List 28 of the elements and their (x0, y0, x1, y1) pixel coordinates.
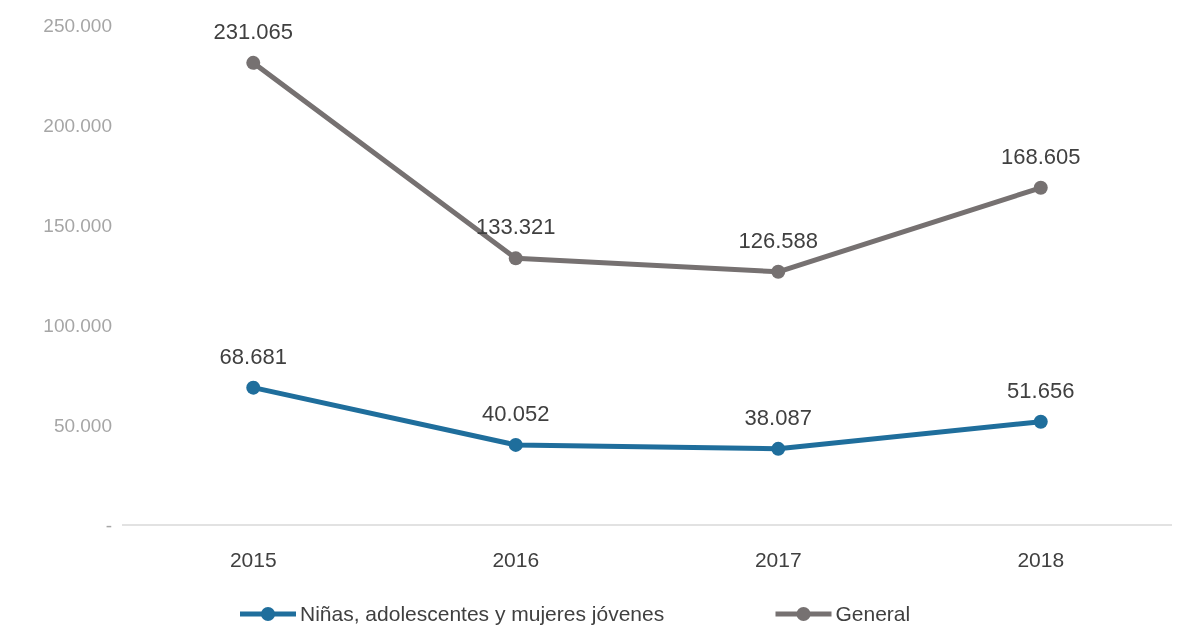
legend-label: Niñas, adolescentes y mujeres jóvenes (300, 602, 665, 626)
legend-label: General (835, 602, 911, 626)
y-tick-label: 200.000 (43, 114, 112, 136)
data-label: 231.065 (213, 18, 294, 44)
point (246, 55, 261, 70)
data-label: 40.052 (482, 400, 550, 426)
data-label: 68.681 (219, 343, 287, 369)
x-tick-label: 2016 (492, 548, 540, 571)
y-tick-label: 100.000 (43, 314, 112, 336)
x-tick-label: 2018 (1017, 548, 1065, 571)
x-tick-label: 2017 (754, 548, 802, 571)
y-tick-label: 250.000 (43, 14, 112, 36)
point (508, 437, 523, 452)
y-tick-label: 50.000 (53, 414, 112, 436)
point (771, 264, 786, 279)
point (1033, 414, 1048, 429)
y-tick-label: 150.000 (43, 214, 112, 236)
data-label: 133.321 (475, 214, 556, 240)
y-tick-label: - (105, 514, 112, 536)
point (1033, 180, 1048, 195)
data-label: 168.605 (1000, 143, 1081, 169)
point (771, 441, 786, 456)
data-label: 38.087 (744, 404, 812, 430)
point (246, 380, 261, 395)
data-label: 126.588 (738, 227, 819, 253)
point (508, 251, 523, 266)
x-tick-label: 2015 (229, 548, 277, 571)
data-label: 51.656 (1007, 377, 1075, 403)
